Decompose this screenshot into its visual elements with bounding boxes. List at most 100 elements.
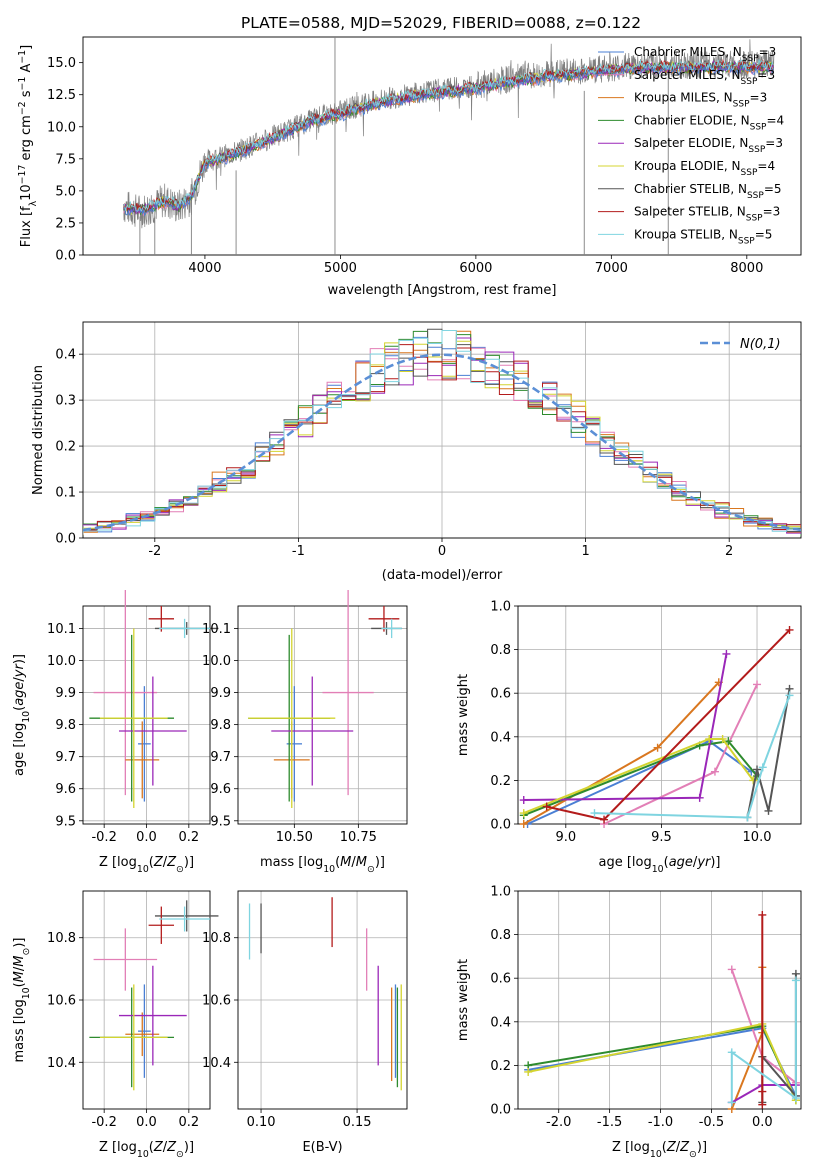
figure-title: PLATE=0588, MJD=52029, FIBERID=0088, z=0… <box>241 14 641 32</box>
legend-entry: Kroupa STELIB, NSSP=5 <box>634 227 772 246</box>
errorbar-plot <box>89 900 219 1091</box>
weight-marker <box>753 765 762 774</box>
y-tick-label: 0.4 <box>490 1015 511 1030</box>
y-tick-label: 0.0 <box>490 1103 511 1118</box>
y-axis-label: age [log10(age/yr)] <box>12 654 32 776</box>
legend-text: Salpeter MILES, N <box>634 68 741 82</box>
label-part: Z <box>153 1140 164 1155</box>
weight-marker <box>705 734 714 743</box>
y-tick-label: 5.0 <box>55 184 76 199</box>
normal-curve <box>83 353 801 532</box>
label-part: 10 <box>650 1149 662 1160</box>
model-spectrum <box>123 58 774 212</box>
y-tick-label: 15.0 <box>47 56 76 71</box>
legend-sub: SSP <box>742 54 759 64</box>
label-part: )] <box>184 1140 194 1155</box>
label-part: 10 <box>21 987 32 999</box>
x-tick-label: -1 <box>292 544 305 559</box>
legend-entry: Kroupa ELODIE, NSSP=4 <box>634 159 775 178</box>
label-part: )] <box>375 855 385 870</box>
weight-marker <box>758 1087 767 1096</box>
label-part: ( <box>149 855 154 870</box>
weight-marker <box>519 796 528 805</box>
x-tick-label: 9.5 <box>651 830 672 845</box>
y-tick-label: 10.6 <box>47 994 76 1009</box>
x-tick-label: 0.0 <box>136 830 157 845</box>
legend-sub: SSP <box>747 191 764 201</box>
x-axis-label: Z [log10(Z/Z⊙)] <box>99 855 194 875</box>
label-part: Z [log <box>99 855 137 870</box>
legend-text: Chabrier MILES, N <box>634 45 742 59</box>
legend-sub: SSP <box>738 236 755 246</box>
y-tick-label: 1.0 <box>490 885 511 900</box>
label-part: M <box>356 855 367 870</box>
axes-frame <box>517 890 802 1110</box>
y-tick-label: 7.5 <box>55 152 76 167</box>
label-part: M <box>12 971 27 982</box>
legend-sub: SSP <box>741 77 758 87</box>
legend-count: =3 <box>765 136 783 150</box>
legend-count: =5 <box>764 182 782 196</box>
label-part: / <box>351 855 356 870</box>
weight-marker <box>758 763 767 772</box>
label-part: −2 <box>17 101 28 115</box>
legend-entry: Chabrier STELIB, NSSP=5 <box>634 182 782 201</box>
y-tick-label: 10.1 <box>202 622 231 637</box>
label-part: −1 <box>17 77 28 91</box>
label-part: A <box>19 64 34 77</box>
weight-plot <box>524 910 800 1113</box>
axes-spectrum: 4000 5000 6000 7000 8000 0.0 2.5 5.0 7.5 10.0 12.5… <box>17 36 802 298</box>
y-tick-label: 12.5 <box>47 88 76 103</box>
axes-frame <box>82 321 802 539</box>
legend-text: Kroupa STELIB, N <box>634 227 738 241</box>
y-tick-label: 0.2 <box>55 440 76 455</box>
label-part: ( <box>335 855 340 870</box>
axes-age-vs-Z: -0.2 0.0 0.29.59.69.79.89.910.010.1Z [log1… <box>12 605 211 875</box>
axes-frame <box>237 605 408 825</box>
y-tick-label: 0.8 <box>490 643 511 658</box>
legend-count: =4 <box>757 159 775 173</box>
legend-sub: SSP <box>746 214 763 224</box>
label-part: age <box>12 682 27 706</box>
weight-line <box>523 738 755 815</box>
label-part: Flux [f <box>19 206 34 247</box>
legend-text: Chabrier ELODIE, N <box>634 113 750 127</box>
weight-marker <box>758 1100 767 1109</box>
label-part: 10 <box>21 711 32 723</box>
label-part: age [log <box>598 855 651 870</box>
legend-sub: SSP <box>733 100 750 110</box>
label-part: mass [log <box>260 855 323 870</box>
legend-entry: Kroupa MILES, NSSP=3 <box>634 91 767 110</box>
y-tick-label: 9.5 <box>210 814 231 829</box>
x-tick-label: 0.2 <box>178 1115 199 1130</box>
weight-marker <box>791 976 800 985</box>
y-tick-label: 10.0 <box>47 654 76 669</box>
label-part: s <box>19 90 34 101</box>
weight-marker <box>791 1094 800 1103</box>
label-part: 10 <box>652 864 664 875</box>
legend-entry: Salpeter STELIB, NSSP=3 <box>634 205 780 224</box>
x-axis-label: E(B-V) <box>302 1140 342 1155</box>
label-part: mass [log <box>12 999 27 1062</box>
x-tick-label: -2.0 <box>546 1115 571 1130</box>
y-tick-label: 9.9 <box>55 686 76 701</box>
weight-marker <box>758 910 767 919</box>
weight-marker <box>653 743 662 752</box>
weight-marker <box>764 806 773 815</box>
errorbar-plot <box>89 589 219 808</box>
weight-line <box>730 980 797 1103</box>
label-part: Z <box>166 1140 177 1155</box>
y-tick-label: 9.9 <box>210 686 231 701</box>
label-part: 10 <box>137 1149 149 1160</box>
y-tick-label: 0.4 <box>55 348 76 363</box>
legend-count: =3 <box>750 91 768 105</box>
label-part: Z <box>153 855 164 870</box>
label-part: age <box>669 855 693 870</box>
y-tick-label: 10.8 <box>47 931 76 946</box>
y-tick-label: 0.2 <box>490 1059 511 1074</box>
y-tick-label: 1.0 <box>490 600 511 615</box>
legend-text: Kroupa MILES, N <box>634 91 733 105</box>
label-part: / <box>163 855 168 870</box>
y-axis-label: mass [log10(M/M⊙)] <box>12 938 32 1063</box>
